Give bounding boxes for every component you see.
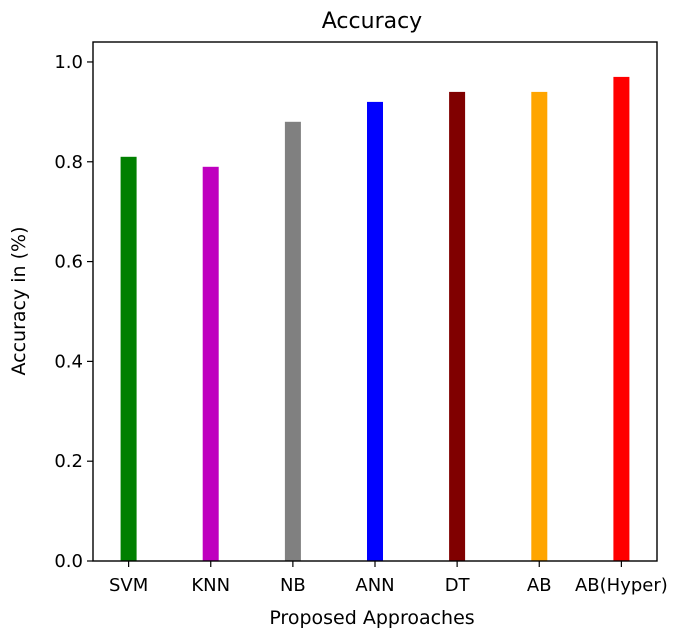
bar-ab (531, 91, 548, 562)
bars-layer (120, 76, 630, 562)
x-tick-label: ANN (355, 575, 394, 596)
bar-knn (202, 166, 219, 562)
chart-title: Accuracy (322, 9, 422, 34)
bar-nb (284, 121, 301, 562)
y-tick-label: 0.8 (54, 152, 83, 173)
y-tick-label: 0.2 (54, 451, 83, 472)
bar-svm (120, 156, 137, 562)
y-tick-label: 0.6 (54, 252, 83, 273)
x-tick-label: DT (445, 575, 471, 596)
x-tick-label: AB (527, 575, 552, 596)
bar-ann (367, 101, 383, 562)
x-tick-label: SVM (109, 575, 148, 596)
x-axis-ticks: SVM KNN NB ANN DT AB AB(Hyper) (109, 561, 668, 596)
x-tick-label: KNN (191, 575, 230, 596)
y-tick-label: 1.0 (54, 52, 83, 73)
x-tick-label: AB(Hyper) (575, 575, 668, 596)
plot-frame (92, 41, 658, 562)
x-tick-label: NB (280, 575, 306, 596)
bar-ab-hyper (613, 76, 630, 562)
x-axis-label: Proposed Approaches (269, 607, 474, 628)
bar-dt (449, 91, 466, 562)
y-axis-label: Accuracy in (%) (8, 226, 30, 375)
y-axis-ticks: 0.0 0.2 0.4 0.6 0.8 1.0 (54, 52, 93, 572)
y-tick-label: 0.0 (54, 551, 83, 572)
y-tick-label: 0.4 (54, 351, 83, 372)
